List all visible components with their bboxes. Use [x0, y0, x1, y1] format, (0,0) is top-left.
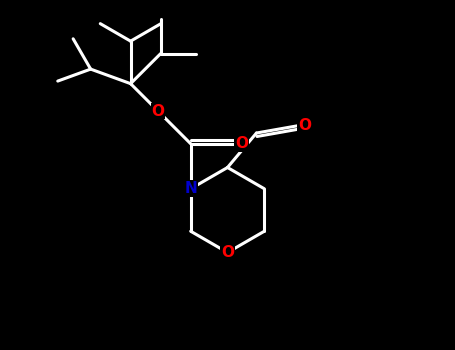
Text: N: N	[184, 181, 197, 196]
Text: O: O	[152, 104, 165, 119]
Text: O: O	[235, 136, 248, 151]
Text: O: O	[298, 118, 311, 133]
Text: O: O	[221, 245, 234, 260]
